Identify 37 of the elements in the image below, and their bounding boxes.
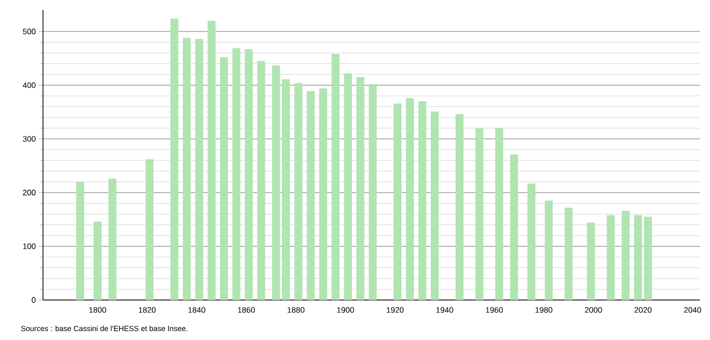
bar [418,101,426,300]
bar [257,61,266,300]
bar [495,128,504,300]
bar [527,183,536,300]
bar [644,216,652,300]
bar [394,103,402,300]
bar [294,83,302,300]
bar [182,38,191,300]
bar [356,77,364,300]
bar [344,73,352,300]
bar [232,48,240,300]
bar [208,20,216,300]
bar [170,18,178,300]
bar [220,57,228,300]
bar [244,49,253,300]
bar [94,222,102,300]
bar [430,112,439,300]
bar [195,39,204,300]
bar [564,208,573,300]
bar [456,114,464,300]
bar [146,159,154,300]
bar [306,91,315,300]
bar [108,178,116,300]
bar [606,215,615,300]
bar [272,65,280,300]
bar [475,128,484,300]
bar [332,54,340,300]
bar [282,79,290,300]
bar [368,84,377,300]
bar [406,98,414,300]
bar [622,210,630,300]
bar [544,200,553,300]
bar [76,182,84,300]
bar [319,88,328,300]
bar [586,222,595,300]
bar [510,154,518,300]
bar [634,215,642,300]
